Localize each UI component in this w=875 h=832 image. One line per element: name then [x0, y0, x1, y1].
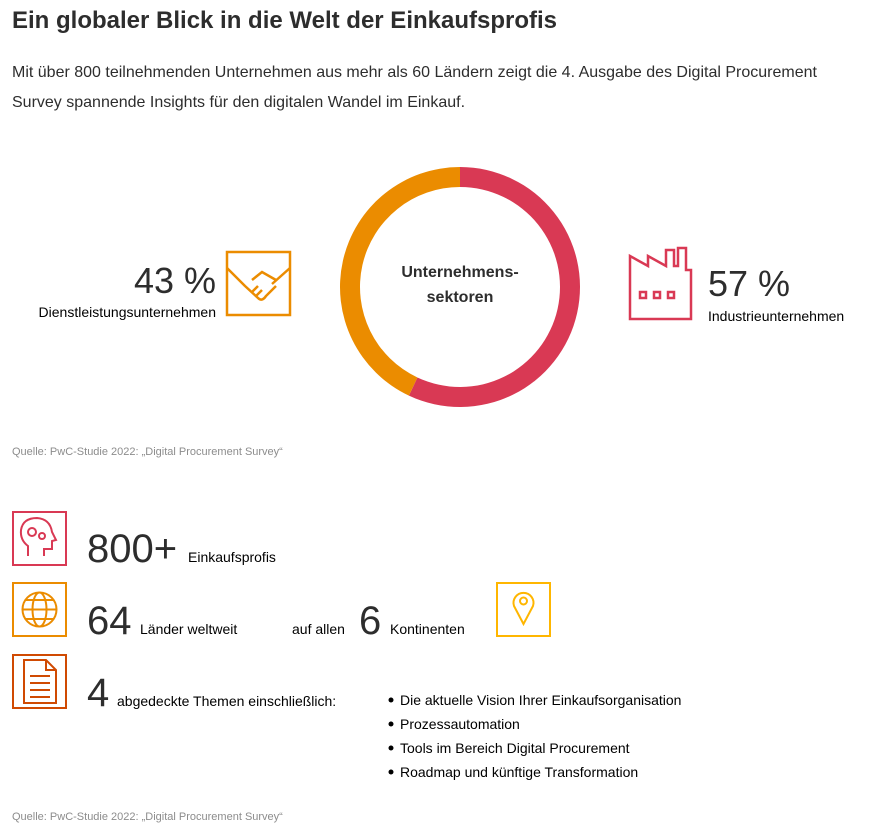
- topic-item: Prozessautomation: [400, 716, 520, 732]
- bullet: [388, 745, 394, 751]
- stat-label: auf allen: [292, 621, 345, 637]
- source: Quelle: PwC-Studie 2022: „Digital Procur…: [12, 811, 283, 823]
- topic-list: Die aktuelle Vision Ihrer Einkaufsorgani…: [388, 692, 681, 780]
- globe-icon: [12, 582, 67, 637]
- topic-item: Die aktuelle Vision Ihrer Einkaufsorgani…: [400, 692, 681, 708]
- intro-text: Mit über 800 teilnehmenden Unternehmen a…: [12, 64, 817, 111]
- center-label: Unternehmens-: [401, 264, 518, 281]
- bullet: [388, 721, 394, 727]
- stat-number: 6: [359, 599, 381, 643]
- location-icon: [496, 582, 551, 637]
- value-label: 57 %: [708, 263, 790, 304]
- factory-icon: [628, 246, 693, 321]
- center-label: sektoren: [427, 289, 494, 306]
- donut-segment: [339, 167, 460, 396]
- topic-item: Roadmap und künftige Transformation: [400, 764, 638, 780]
- document-icon: [12, 654, 67, 709]
- category-label: Dienstleistungsunternehmen: [39, 304, 216, 320]
- donut-chart: [339, 167, 580, 408]
- bullet: [388, 769, 394, 775]
- value-label: 43 %: [134, 260, 216, 301]
- bullet: [388, 697, 394, 703]
- stat-number: 800+: [87, 527, 177, 571]
- stat-label: Einkaufsprofis: [188, 549, 276, 565]
- category-label: Industrieunternehmen: [708, 308, 844, 324]
- stat-number: 4: [87, 671, 109, 715]
- handshake-icon: [225, 250, 292, 317]
- stat-label: Länder weltweit: [140, 621, 237, 637]
- stat-label: Kontinenten: [390, 621, 465, 637]
- head-icon: [12, 511, 67, 566]
- title: Ein globaler Blick in die Welt der Einka…: [12, 7, 557, 34]
- stat-label: abgedeckte Themen einschließlich:: [117, 693, 336, 709]
- donut-segment: [408, 167, 580, 408]
- topic-item: Tools im Bereich Digital Procurement: [400, 740, 630, 756]
- source: Quelle: PwC-Studie 2022: „Digital Procur…: [12, 446, 283, 458]
- stat-number: 64: [87, 599, 132, 643]
